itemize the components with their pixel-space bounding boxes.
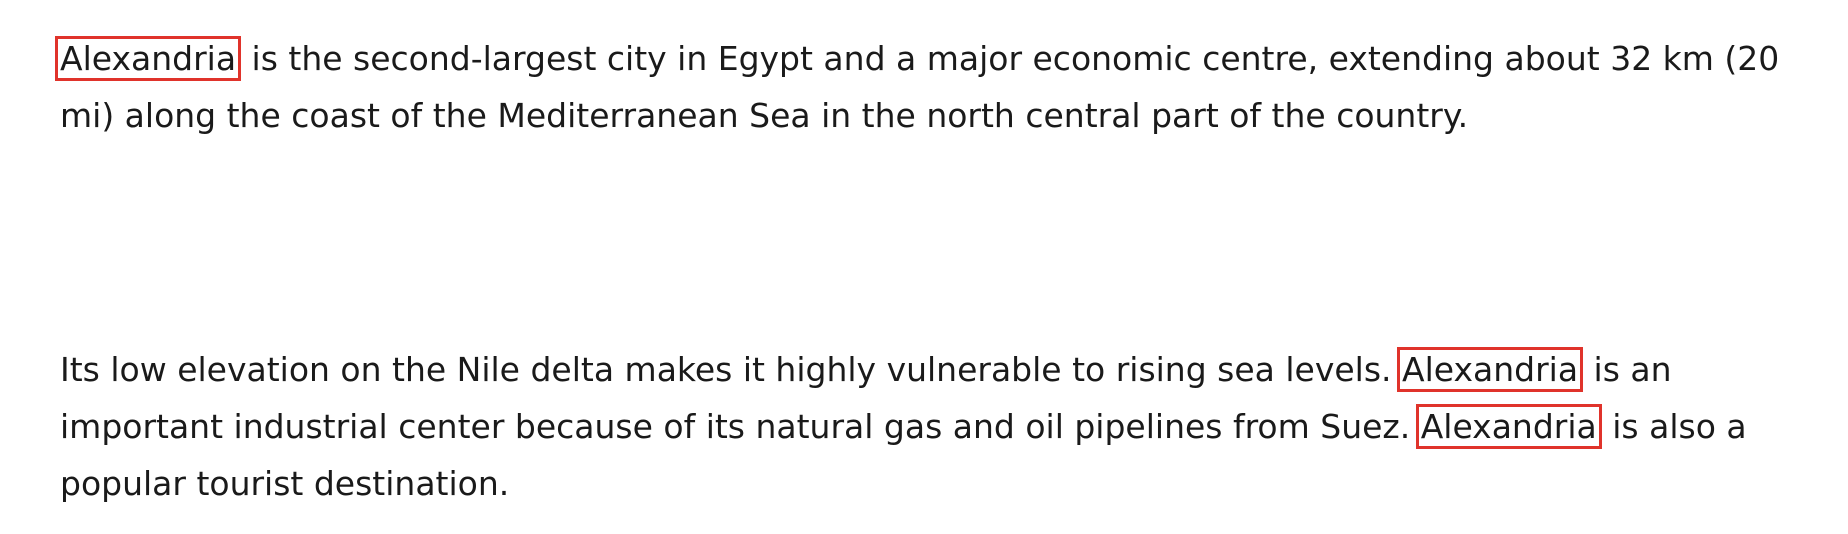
paragraph-line: Its low elevation on the Nile delta make…: [60, 341, 1800, 398]
line-text: mi) along the coast of the Mediterranean…: [60, 96, 1469, 135]
paragraph-alexandria-details: Its low elevation on the Nile delta make…: [60, 341, 1800, 512]
line-text: popular tourist destination.: [60, 464, 510, 503]
paragraph-line: popular tourist destination.: [60, 455, 1800, 512]
line-text: is an: [1583, 350, 1672, 389]
paragraph-alexandria-intro: Alexandria is the second-largest city in…: [55, 30, 1800, 144]
highlighted-word: Alexandria: [1397, 347, 1584, 392]
highlighted-word: Alexandria: [1415, 404, 1602, 449]
highlighted-word: Alexandria: [55, 36, 242, 81]
line-text: is the second-largest city in Egypt and …: [241, 39, 1780, 78]
line-text: is also a: [1601, 407, 1747, 446]
line-text: important industrial center because of i…: [60, 407, 1421, 446]
paragraph-line: Alexandria is the second-largest city in…: [55, 30, 1800, 87]
paragraph-line: mi) along the coast of the Mediterranean…: [60, 87, 1800, 144]
paragraph-line: important industrial center because of i…: [60, 398, 1800, 455]
line-text: Its low elevation on the Nile delta make…: [60, 350, 1403, 389]
